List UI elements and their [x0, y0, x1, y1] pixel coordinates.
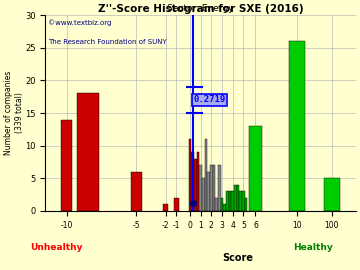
Bar: [207, 172, 210, 211]
Bar: [239, 191, 242, 211]
Bar: [131, 172, 142, 211]
Title: Z''-Score Histogram for SXE (2016): Z''-Score Histogram for SXE (2016): [98, 5, 303, 15]
Bar: [229, 191, 231, 211]
Bar: [215, 198, 218, 211]
Bar: [249, 126, 262, 211]
Bar: [210, 165, 213, 211]
Text: ©www.textbiz.org: ©www.textbiz.org: [48, 19, 112, 26]
Text: Sector: Energy: Sector: Energy: [167, 4, 234, 13]
Text: The Research Foundation of SUNY: The Research Foundation of SUNY: [48, 39, 167, 45]
Bar: [218, 165, 221, 211]
Bar: [61, 120, 72, 211]
Bar: [204, 139, 207, 211]
Bar: [213, 165, 215, 211]
Bar: [245, 198, 247, 211]
Bar: [191, 152, 194, 211]
Bar: [221, 198, 223, 211]
Bar: [199, 165, 202, 211]
Bar: [189, 139, 191, 211]
Bar: [223, 204, 226, 211]
Bar: [174, 198, 179, 211]
Bar: [324, 178, 340, 211]
Y-axis label: Number of companies
(339 total): Number of companies (339 total): [4, 71, 23, 155]
Bar: [226, 191, 229, 211]
Bar: [194, 159, 197, 211]
Text: Score: Score: [222, 253, 253, 263]
Bar: [231, 191, 234, 211]
Bar: [237, 185, 239, 211]
Bar: [234, 185, 237, 211]
Text: Unhealthy: Unhealthy: [30, 243, 82, 252]
Bar: [242, 191, 245, 211]
Text: Healthy: Healthy: [293, 243, 333, 252]
Bar: [197, 152, 199, 211]
Text: 0.2719: 0.2719: [194, 96, 226, 104]
Bar: [289, 41, 305, 211]
Bar: [163, 204, 168, 211]
Bar: [202, 178, 204, 211]
Bar: [77, 93, 99, 211]
